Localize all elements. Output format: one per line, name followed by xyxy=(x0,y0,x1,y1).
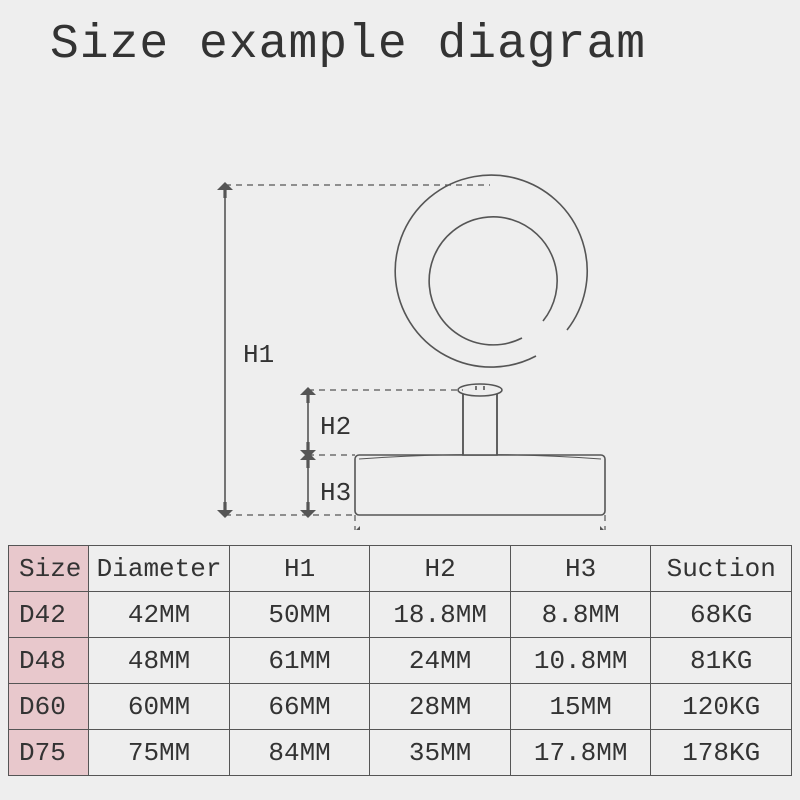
col-header-diameter: Diameter xyxy=(89,546,230,592)
cell: 178KG xyxy=(651,730,792,776)
cell: 50MM xyxy=(229,592,370,638)
cell: 8.8MM xyxy=(510,592,651,638)
table-header-row: Size Diameter H1 H2 H3 Suction xyxy=(9,546,792,592)
col-header-h3: H3 xyxy=(510,546,651,592)
cell: 42MM xyxy=(89,592,230,638)
cell: 75MM xyxy=(89,730,230,776)
cell: 17.8MM xyxy=(510,730,651,776)
cell: 60MM xyxy=(89,684,230,730)
size-table: Size Diameter H1 H2 H3 Suction D42 42MM … xyxy=(8,545,792,776)
col-header-h1: H1 xyxy=(229,546,370,592)
cell: 48MM xyxy=(89,638,230,684)
table-row: D75 75MM 84MM 35MM 17.8MM 178KG xyxy=(9,730,792,776)
cell: 35MM xyxy=(370,730,511,776)
page-title: Size example diagram xyxy=(50,18,646,72)
cell: 84MM xyxy=(229,730,370,776)
cell: 66MM xyxy=(229,684,370,730)
dim-label-h3: H3 xyxy=(320,478,351,508)
table-row: D60 60MM 66MM 28MM 15MM 120KG xyxy=(9,684,792,730)
table-row: D42 42MM 50MM 18.8MM 8.8MM 68KG xyxy=(9,592,792,638)
dim-label-h1: H1 xyxy=(243,340,274,370)
cell: 15MM xyxy=(510,684,651,730)
cell-size: D48 xyxy=(9,638,89,684)
cell: 28MM xyxy=(370,684,511,730)
cell-size: D60 xyxy=(9,684,89,730)
cell: 120KG xyxy=(651,684,792,730)
cell-size: D42 xyxy=(9,592,89,638)
cell: 61MM xyxy=(229,638,370,684)
cell: 68KG xyxy=(651,592,792,638)
cell: 10.8MM xyxy=(510,638,651,684)
size-diagram: H1 H2 H3 Diameter xyxy=(0,90,800,530)
table-row: D48 48MM 61MM 24MM 10.8MM 81KG xyxy=(9,638,792,684)
cell: 24MM xyxy=(370,638,511,684)
cell: 18.8MM xyxy=(370,592,511,638)
col-header-suction: Suction xyxy=(651,546,792,592)
col-header-h2: H2 xyxy=(370,546,511,592)
dim-label-h2: H2 xyxy=(320,412,351,442)
col-header-size: Size xyxy=(9,546,89,592)
cell: 81KG xyxy=(651,638,792,684)
cell-size: D75 xyxy=(9,730,89,776)
